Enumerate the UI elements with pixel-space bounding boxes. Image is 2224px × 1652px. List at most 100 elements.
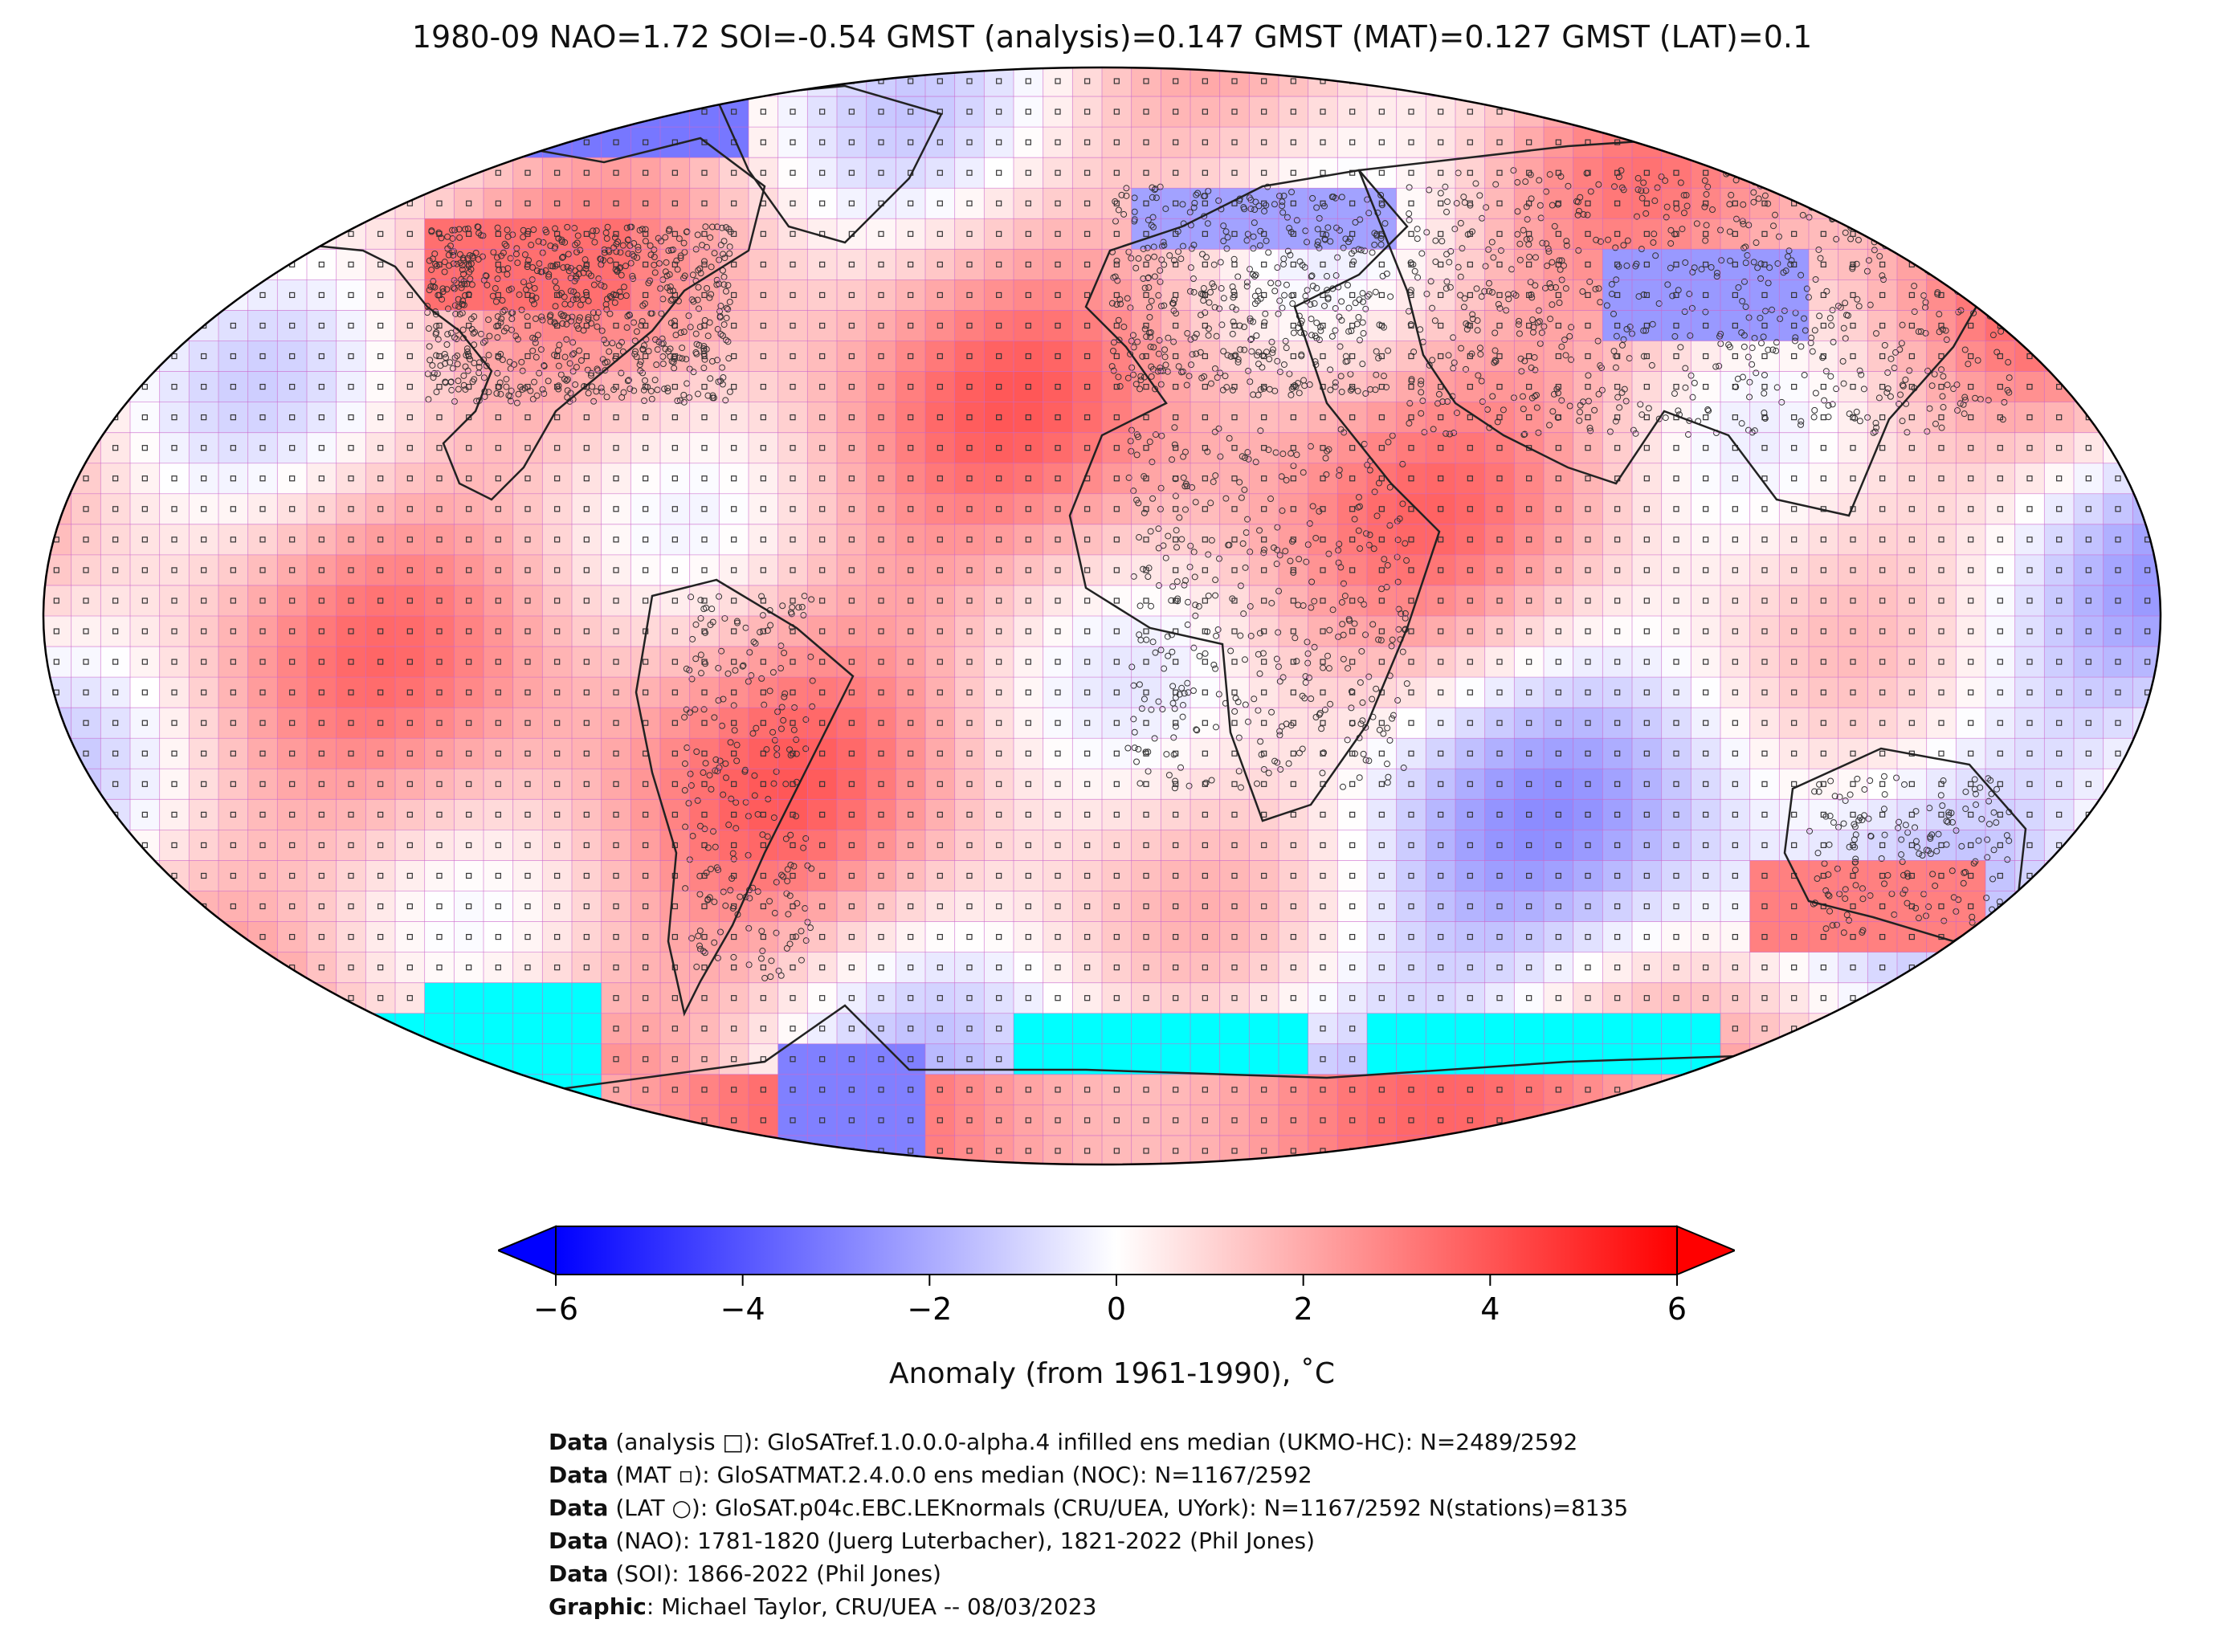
anomaly-cell [1426, 616, 1456, 647]
anomaly-cell [542, 708, 573, 739]
analysis-marker [2056, 383, 2063, 390]
anomaly-cell [2132, 1013, 2161, 1045]
anomaly-cell [1337, 1013, 1368, 1045]
analysis-marker [1614, 414, 1621, 421]
anomaly-cell [1014, 647, 1044, 678]
analysis-marker [2026, 781, 2033, 787]
anomaly-cell [2014, 738, 2045, 769]
analysis-marker [2085, 659, 2091, 665]
analysis-marker [112, 781, 119, 787]
anomaly-cell [1161, 982, 1191, 1014]
anomaly-cell [572, 952, 602, 984]
anomaly-cell [1337, 1074, 1368, 1106]
anomaly-cell [601, 524, 631, 556]
anomaly-cell [689, 432, 720, 464]
analysis-marker [908, 872, 914, 879]
analysis-marker [2085, 200, 2091, 206]
analysis-marker [1084, 506, 1091, 512]
analysis-marker [1231, 965, 1238, 971]
anomaly-cell [159, 585, 190, 617]
analysis-marker [1113, 567, 1120, 573]
anomaly-cell [2074, 157, 2104, 189]
anomaly-cell [512, 463, 543, 495]
anomaly-cell [424, 708, 455, 739]
anomaly-cell [601, 157, 631, 189]
anomaly-cell [1308, 952, 1338, 984]
anomaly-cell [572, 921, 602, 953]
anomaly-cell [1249, 371, 1279, 403]
anomaly-cell [1632, 921, 1663, 953]
analysis-marker [878, 1117, 884, 1124]
anomaly-cell [866, 799, 896, 830]
anomaly-cell [1367, 952, 1398, 984]
anomaly-cell [189, 188, 219, 219]
analysis-marker [112, 78, 119, 84]
analysis-marker [171, 1026, 178, 1032]
analysis-marker [1732, 475, 1738, 482]
anomaly-cell [896, 493, 926, 525]
anomaly-cell [1367, 1074, 1398, 1106]
analysis-marker [1643, 261, 1650, 267]
analysis-marker [643, 169, 649, 176]
analysis-marker [1585, 933, 1591, 940]
analysis-marker [1055, 842, 1061, 849]
analysis-marker [201, 1026, 207, 1032]
anomaly-cell [542, 647, 573, 678]
analysis-marker [1290, 842, 1296, 849]
anomaly-cell [1632, 524, 1663, 556]
anomaly-cell [1897, 585, 1928, 617]
anomaly-cell [954, 96, 985, 128]
analysis-marker [201, 108, 207, 115]
anomaly-cell [512, 1013, 543, 1045]
anomaly-cell [130, 769, 161, 800]
anomaly-cell [2044, 402, 2075, 434]
anomaly-cell [1779, 708, 1810, 739]
analysis-marker [230, 383, 236, 390]
anomaly-cell [1249, 921, 1279, 953]
anomaly-cell [807, 1104, 838, 1136]
analysis-marker [1055, 353, 1061, 360]
anomaly-cell [660, 738, 691, 769]
anomaly-cell [43, 1135, 72, 1165]
anomaly-cell [1190, 157, 1221, 189]
analysis-marker [83, 353, 89, 360]
anomaly-cell [984, 1013, 1014, 1045]
anomaly-cell [1926, 341, 1957, 373]
analysis-marker [2085, 628, 2091, 634]
anomaly-cell [395, 585, 426, 617]
anomaly-cell [1396, 463, 1426, 495]
analysis-marker [1968, 536, 1974, 543]
analysis-marker [1908, 445, 1915, 451]
anomaly-cell [71, 891, 101, 923]
anomaly-cell [1337, 96, 1368, 128]
anomaly-cell [2074, 188, 2104, 219]
analysis-marker [83, 872, 89, 879]
anomaly-cell [925, 402, 956, 434]
anomaly-cell [1279, 1104, 1309, 1136]
anomaly-cell [572, 830, 602, 861]
anomaly-cell [336, 432, 366, 464]
analysis-marker [436, 139, 443, 145]
analysis-marker [1408, 78, 1414, 84]
analysis-marker [201, 965, 207, 971]
anomaly-cell [1014, 1074, 1044, 1106]
anomaly-cell [1544, 891, 1574, 923]
anomaly-cell [1249, 157, 1279, 189]
anomaly-cell [749, 96, 779, 128]
analysis-marker [1113, 995, 1120, 1001]
anomaly-cell [247, 1043, 278, 1075]
anomaly-cell [336, 402, 366, 434]
anomaly-cell [1043, 67, 1073, 97]
analysis-marker [53, 1117, 59, 1124]
anomaly-cell [1308, 677, 1338, 708]
anomaly-cell [660, 67, 691, 97]
analysis-marker [1968, 872, 1974, 879]
anomaly-cell [719, 830, 749, 861]
anomaly-cell [542, 738, 573, 769]
anomaly-cell [247, 157, 278, 189]
analysis-marker [1879, 750, 1886, 757]
analysis-marker [1084, 322, 1091, 329]
analysis-marker [1585, 965, 1591, 971]
analysis-marker [406, 567, 413, 573]
anomaly-cell [454, 1135, 484, 1165]
